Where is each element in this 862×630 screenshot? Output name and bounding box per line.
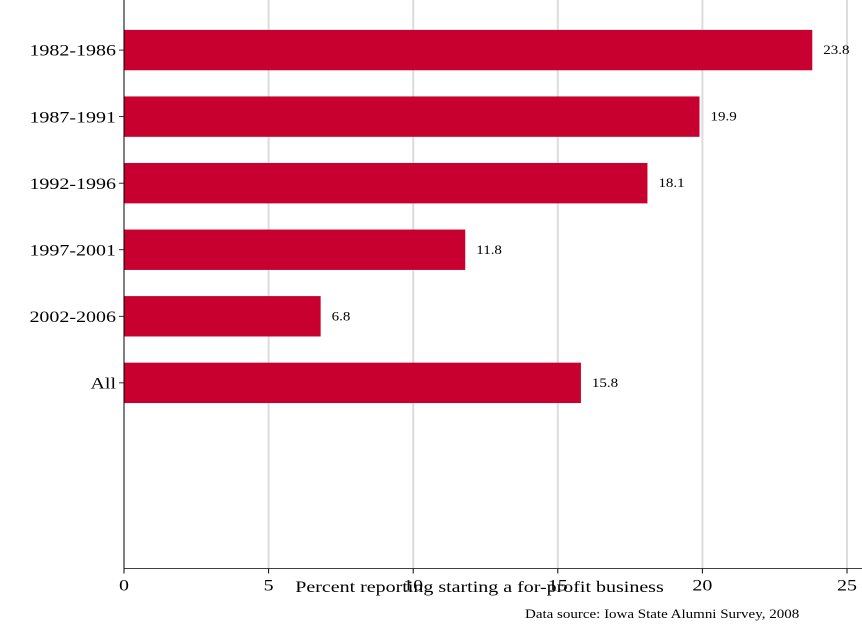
bar — [124, 296, 321, 337]
x-axis-title: Percent reporting starting a for-profit … — [295, 578, 663, 596]
category-label: 1992-1996 — [29, 175, 116, 193]
axes — [123, 0, 862, 570]
labels: 1982-1986 23.8 1987-1991 19.9 1992-1996 18.1 1… — [29, 42, 857, 594]
x-tick-label: 0 — [119, 576, 129, 594]
grid-lines — [267, 0, 848, 569]
source-note: Data source: Iowa State Alumni Survey, 2… — [525, 607, 799, 620]
category-label: 2002-2006 — [29, 308, 116, 326]
data-label: 11.8 — [476, 243, 502, 256]
x-tick-label: 25 — [837, 576, 857, 594]
bars — [124, 29, 813, 404]
bar — [124, 162, 648, 204]
bar — [124, 29, 813, 71]
data-label: 6.8 — [332, 310, 351, 323]
data-label: 23.8 — [823, 43, 849, 56]
category-label: 1982-1986 — [29, 42, 116, 60]
x-tick-label: 5 — [264, 576, 274, 594]
category-label: 1997-2001 — [29, 241, 116, 259]
category-label: 1987-1991 — [29, 108, 116, 126]
x-tick-label: 15 — [548, 576, 568, 594]
category-label: All — [90, 374, 116, 392]
data-label: 19.9 — [711, 110, 737, 123]
bar — [124, 229, 466, 270]
bar — [124, 362, 581, 404]
data-label: 18.1 — [658, 177, 684, 190]
bar — [124, 96, 700, 137]
data-label: 15.8 — [592, 376, 618, 389]
x-tick-label: 10 — [403, 576, 423, 594]
x-tick-label: 20 — [692, 576, 712, 594]
